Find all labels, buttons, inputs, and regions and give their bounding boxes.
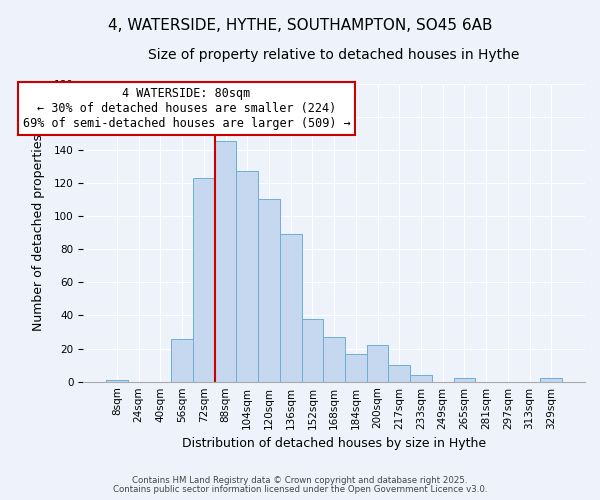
X-axis label: Distribution of detached houses by size in Hythe: Distribution of detached houses by size … [182, 437, 486, 450]
Title: Size of property relative to detached houses in Hythe: Size of property relative to detached ho… [148, 48, 520, 62]
Bar [541, 378, 562, 382]
Bar [345, 354, 367, 382]
Text: Contains public sector information licensed under the Open Government Licence v3: Contains public sector information licen… [113, 485, 487, 494]
Text: 4, WATERSIDE, HYTHE, SOUTHAMPTON, SO45 6AB: 4, WATERSIDE, HYTHE, SOUTHAMPTON, SO45 6… [108, 18, 492, 32]
Text: 4 WATERSIDE: 80sqm
← 30% of detached houses are smaller (224)
69% of semi-detach: 4 WATERSIDE: 80sqm ← 30% of detached hou… [23, 87, 350, 130]
Text: Contains HM Land Registry data © Crown copyright and database right 2025.: Contains HM Land Registry data © Crown c… [132, 476, 468, 485]
Bar [280, 234, 302, 382]
Bar [258, 200, 280, 382]
Bar [302, 318, 323, 382]
Bar [367, 345, 388, 382]
Bar [410, 375, 432, 382]
Bar [106, 380, 128, 382]
Bar [388, 365, 410, 382]
Bar [323, 337, 345, 382]
Y-axis label: Number of detached properties: Number of detached properties [32, 134, 46, 331]
Bar [454, 378, 475, 382]
Bar [236, 172, 258, 382]
Bar [171, 338, 193, 382]
Bar [193, 178, 215, 382]
Bar [215, 142, 236, 382]
